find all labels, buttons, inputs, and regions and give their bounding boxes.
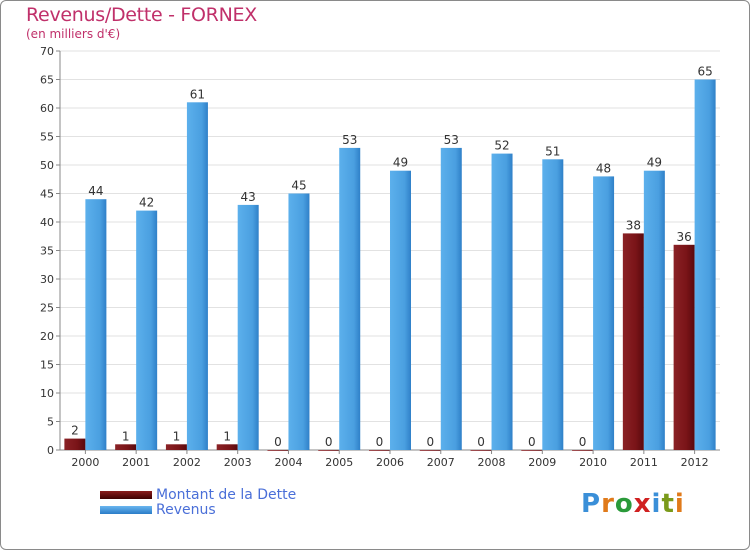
bar-dette [673, 244, 695, 450]
y-tick-label: 65 [40, 74, 54, 87]
y-tick-label: 50 [40, 159, 54, 172]
legend-swatch-dette [100, 491, 152, 499]
x-tick-label: 2004 [274, 456, 302, 469]
data-label-revenus: 45 [291, 179, 306, 193]
bar-revenus [542, 159, 564, 451]
legend-swatch-revenus [100, 506, 152, 514]
data-label-dette: 1 [122, 429, 130, 443]
legend-label-dette: Montant de la Dette [156, 487, 297, 503]
bar-dette [369, 450, 390, 451]
data-label-revenus: 48 [596, 161, 611, 175]
bar-dette [572, 450, 594, 451]
y-tick-label: 55 [40, 131, 54, 144]
data-label-revenus: 53 [342, 133, 357, 147]
data-label-revenus: 61 [190, 87, 205, 101]
x-tick-label: 2007 [427, 456, 455, 469]
y-tick-label: 25 [40, 302, 54, 315]
bar-dette [115, 444, 137, 450]
data-label-revenus: 49 [393, 156, 408, 170]
legend-item-revenus: Revenus [100, 502, 216, 518]
data-label-dette: 0 [325, 435, 333, 449]
data-label-dette: 0 [426, 435, 434, 449]
data-label-dette: 0 [528, 435, 536, 449]
y-tick-label: 15 [40, 359, 54, 372]
data-label-dette: 0 [274, 435, 282, 449]
data-label-revenus: 43 [241, 190, 256, 204]
bar-dette [521, 450, 543, 451]
data-label-dette: 36 [676, 230, 691, 244]
bar-revenus [491, 153, 513, 450]
bar-revenus [136, 210, 158, 450]
bar-dette [267, 450, 289, 451]
x-tick-label: 2010 [579, 456, 607, 469]
y-tick-label: 5 [47, 416, 54, 429]
bar-revenus [85, 199, 107, 450]
data-label-revenus: 44 [88, 184, 103, 198]
data-label-dette: 1 [223, 429, 231, 443]
bar-dette [470, 450, 492, 451]
bar-revenus [694, 79, 716, 450]
legend-item-dette: Montant de la Dette [100, 487, 296, 503]
bar-dette [419, 450, 441, 451]
bar-revenus [440, 147, 462, 450]
y-tick-label: 35 [40, 245, 54, 258]
bar-revenus [593, 176, 615, 450]
bar-revenus [288, 193, 310, 450]
bar-revenus [643, 170, 665, 450]
data-label-dette: 0 [579, 435, 587, 449]
x-tick-label: 2002 [173, 456, 201, 469]
proxiti-logo: Proxiti [581, 489, 685, 519]
y-tick-label: 0 [47, 444, 54, 457]
x-tick-label: 2001 [122, 456, 150, 469]
legend-label-revenus: Revenus [156, 502, 216, 518]
y-tick-label: 45 [40, 188, 54, 201]
data-label-dette: 0 [477, 435, 485, 449]
x-tick-label: 2000 [71, 456, 99, 469]
data-label-dette: 38 [626, 218, 641, 232]
logo-letter: i [651, 489, 662, 519]
bar-revenus [390, 170, 411, 450]
data-label-revenus: 49 [647, 156, 662, 170]
x-tick-label: 2011 [630, 456, 658, 469]
logo-letter: i [674, 489, 685, 519]
logo-letter: P [581, 489, 602, 519]
bar-revenus [186, 102, 208, 451]
bar-dette [165, 444, 187, 450]
bar-revenus [339, 147, 361, 450]
x-tick-label: 2003 [224, 456, 252, 469]
logo-letter: o [614, 489, 634, 519]
data-label-dette: 0 [376, 435, 384, 449]
data-label-revenus: 65 [697, 65, 712, 79]
x-tick-label: 2008 [478, 456, 506, 469]
logo-letter: t [661, 489, 675, 519]
data-label-revenus: 42 [139, 196, 154, 210]
bar-dette [216, 444, 238, 450]
logo-letter: r [601, 489, 615, 519]
x-tick-label: 2009 [528, 456, 556, 469]
x-tick-label: 2006 [376, 456, 404, 469]
data-label-dette: 2 [71, 424, 79, 438]
y-tick-label: 20 [40, 330, 54, 343]
data-label-revenus: 51 [545, 144, 560, 158]
y-tick-label: 10 [40, 387, 54, 400]
data-label-revenus: 52 [494, 139, 509, 153]
x-tick-label: 2012 [681, 456, 709, 469]
bar-dette [318, 450, 340, 451]
chart-subtitle: (en milliers d'€) [26, 27, 121, 41]
logo-letter: x [633, 489, 652, 519]
data-label-dette: 1 [173, 429, 181, 443]
chart-title: Revenus/Dette - FORNEX [26, 4, 257, 26]
y-tick-label: 60 [40, 102, 54, 115]
data-label-revenus: 53 [444, 133, 459, 147]
y-tick-label: 70 [40, 45, 54, 58]
x-tick-label: 2005 [325, 456, 353, 469]
bar-dette [64, 438, 86, 450]
y-tick-label: 40 [40, 216, 54, 229]
bar-revenus [237, 204, 259, 450]
y-tick-label: 30 [40, 273, 54, 286]
bar-dette [622, 233, 644, 450]
